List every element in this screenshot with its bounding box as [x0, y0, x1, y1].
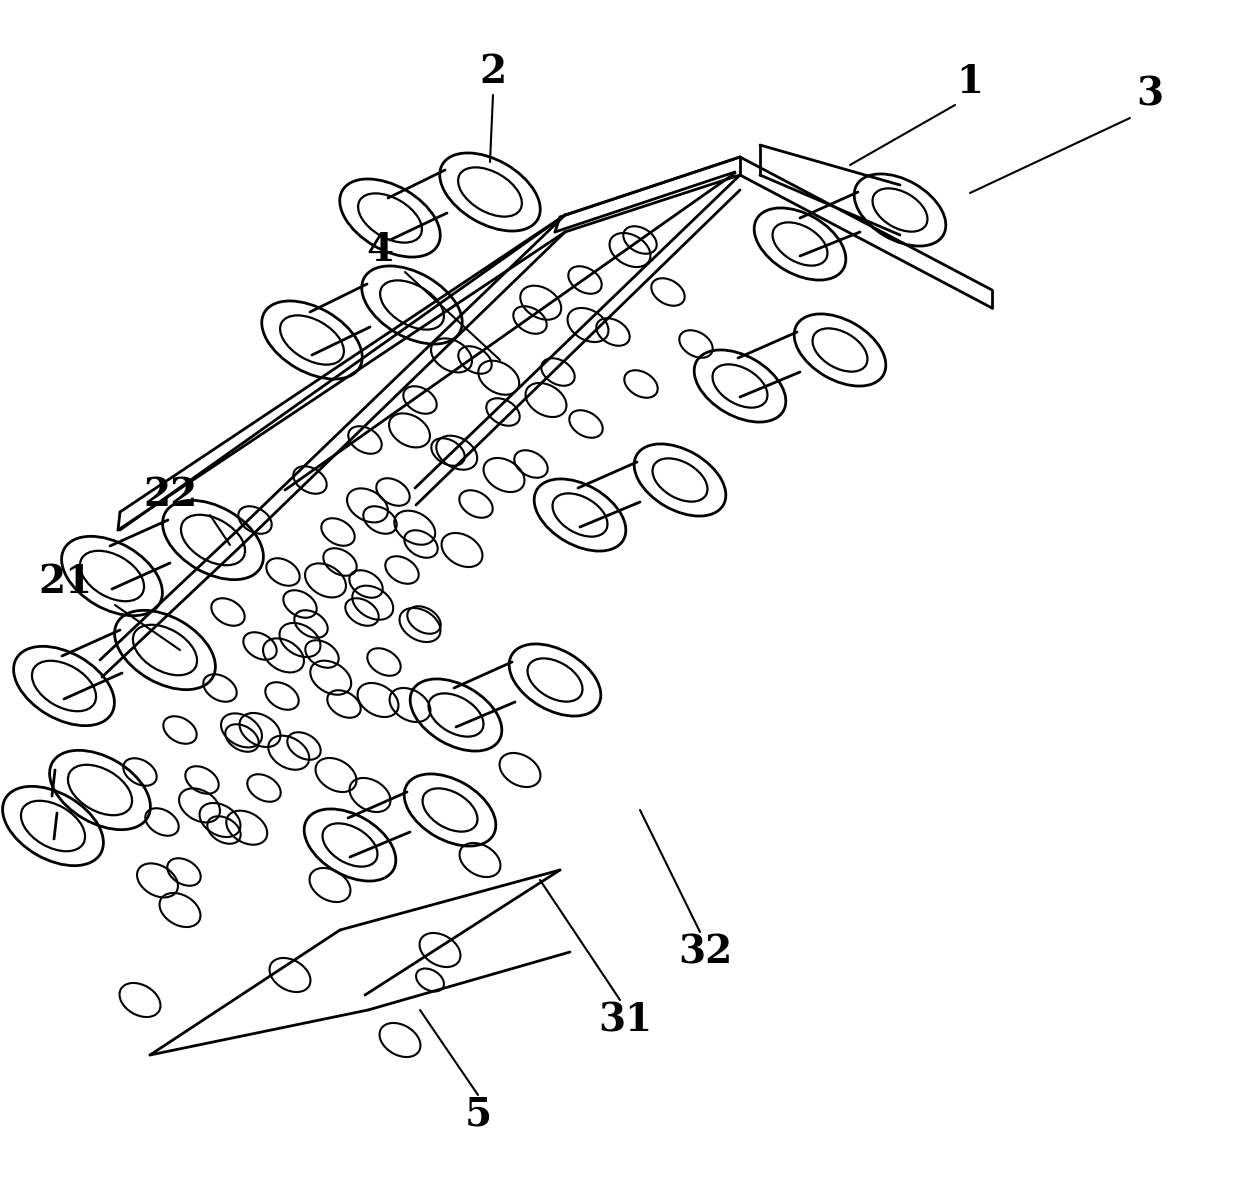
Text: 5: 5	[465, 1096, 491, 1134]
Text: 3: 3	[1136, 76, 1163, 114]
Text: 22: 22	[143, 476, 197, 514]
Text: 21: 21	[38, 563, 92, 601]
Text: 4: 4	[367, 231, 393, 269]
Text: 31: 31	[598, 1001, 652, 1039]
Text: 32: 32	[678, 933, 732, 971]
Text: 2: 2	[480, 53, 507, 91]
Text: 1: 1	[956, 63, 983, 101]
